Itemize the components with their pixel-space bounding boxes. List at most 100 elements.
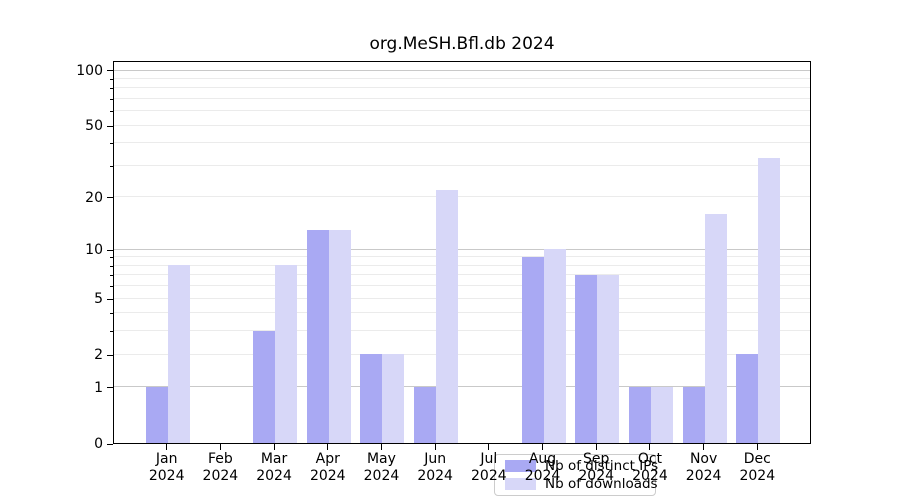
x-label-year: 2024	[471, 468, 507, 484]
gridline-4	[114, 312, 810, 314]
x-label-year: 2024	[363, 468, 400, 484]
x-label-year: 2024	[685, 468, 722, 484]
y-minor-tick-8	[110, 265, 113, 267]
x-label-month: May	[366, 451, 396, 467]
x-label-year: 2024	[739, 468, 776, 484]
x-label-month: Nov	[689, 451, 718, 467]
gridline-70	[114, 97, 810, 99]
bar-distinct-ips-jun	[414, 387, 437, 443]
x-label-year: 2024	[632, 468, 668, 484]
bar-downloads-jun	[436, 189, 459, 443]
y-tick-label-20: 20	[85, 189, 103, 206]
gridline-2	[114, 353, 810, 355]
x-label-month: Jun	[424, 451, 447, 467]
x-label-year: 2024	[256, 468, 292, 484]
bar-downloads-apr	[328, 229, 351, 443]
gridline-90	[114, 77, 810, 79]
y-tick-label-0: 0	[94, 436, 103, 452]
x-tick-label-jul: Jul 2024	[459, 451, 519, 485]
x-tick-label-dec: Dec 2024	[727, 451, 787, 485]
y-minor-tick-80	[110, 88, 113, 90]
gridline-100	[114, 69, 810, 71]
x-label-month: Jul	[480, 451, 498, 467]
chart-title: org.MeSH.Bfl.db 2024	[369, 34, 555, 54]
x-tick-label-mar: Mar 2024	[244, 451, 304, 485]
bar-downloads-mar	[275, 265, 298, 443]
bar-downloads-jan	[167, 265, 190, 443]
bar-distinct-ips-aug	[521, 256, 544, 443]
bar-downloads-may	[382, 354, 405, 443]
y-tick-label-2: 2	[94, 347, 103, 364]
y-minor-tick-4	[110, 313, 113, 315]
gridline-60	[114, 110, 810, 112]
bar-downloads-sep	[597, 274, 620, 443]
x-label-year: 2024	[148, 468, 185, 484]
y-tick-100	[107, 70, 113, 72]
x-tick-label-apr: Apr 2024	[298, 451, 358, 485]
x-tick-sep	[595, 444, 597, 450]
bar-downloads-aug	[543, 249, 566, 443]
gridline-10	[114, 248, 810, 250]
legend-row-distinct-ips: Nb of distinct IPs	[505, 459, 658, 473]
x-tick-label-oct: Oct 2024	[620, 451, 680, 485]
x-label-month: Dec	[743, 451, 771, 467]
x-tick-nov	[703, 444, 705, 450]
y-tick-label-50: 50	[85, 118, 103, 135]
gridline-20	[114, 196, 810, 198]
y-tick-label-10: 10	[85, 242, 103, 259]
y-minor-tick-40	[110, 143, 113, 145]
x-tick-jan	[166, 444, 168, 450]
x-label-year: 2024	[417, 468, 453, 484]
bar-distinct-ips-sep	[575, 274, 598, 443]
bar-distinct-ips-oct	[628, 387, 651, 443]
legend-label-distinct-ips: Nb of distinct IPs	[545, 458, 659, 474]
x-label-year: 2024	[202, 468, 239, 484]
bar-distinct-ips-nov	[682, 387, 705, 443]
gridline-9	[114, 256, 810, 258]
y-minor-tick-7	[110, 275, 113, 277]
y-minor-tick-70	[110, 98, 113, 100]
y-minor-tick-2	[110, 354, 113, 356]
y-minor-tick-5	[110, 298, 113, 300]
y-tick-label-1: 1	[94, 379, 103, 396]
x-label-month: Mar	[260, 451, 288, 467]
x-tick-may	[380, 444, 382, 450]
bar-downloads-dec	[758, 158, 781, 443]
x-tick-label-jun: Jun 2024	[405, 451, 465, 485]
y-minor-tick-3	[110, 331, 113, 333]
y-minor-tick-60	[110, 111, 113, 113]
x-label-month: Apr	[315, 451, 340, 467]
y-tick-0	[107, 443, 113, 445]
x-tick-label-aug: Aug 2024	[513, 451, 573, 485]
bar-distinct-ips-dec	[736, 354, 759, 443]
y-tick-1	[107, 387, 113, 389]
y-minor-tick-90	[110, 78, 113, 80]
gridline-7	[114, 274, 810, 276]
gridline-30	[114, 164, 810, 166]
x-label-year: 2024	[578, 468, 615, 484]
x-label-month: Sep	[583, 451, 610, 467]
bar-downloads-nov	[704, 214, 727, 443]
x-tick-oct	[649, 444, 651, 450]
x-label-month: Oct	[637, 451, 663, 467]
legend-label-downloads: Nb of downloads	[545, 476, 658, 492]
x-tick-feb	[219, 444, 221, 450]
bar-distinct-ips-mar	[253, 331, 276, 443]
x-tick-apr	[327, 444, 329, 450]
legend-row-downloads: Nb of downloads	[505, 477, 658, 491]
x-tick-label-feb: Feb 2024	[190, 451, 250, 485]
legend-swatch-downloads	[505, 478, 536, 490]
y-tick-10	[107, 249, 113, 251]
x-tick-label-nov: Nov 2024	[674, 451, 734, 485]
x-tick-jun	[434, 444, 436, 450]
gridline-8	[114, 264, 810, 266]
bar-distinct-ips-jan	[145, 387, 168, 443]
y-minor-tick-20	[110, 197, 113, 199]
x-label-year: 2024	[524, 468, 561, 484]
x-label-month: Aug	[528, 451, 557, 467]
gridline-40	[114, 142, 810, 144]
bar-distinct-ips-apr	[306, 229, 329, 443]
gridline-1	[114, 386, 810, 388]
x-tick-dec	[756, 444, 758, 450]
